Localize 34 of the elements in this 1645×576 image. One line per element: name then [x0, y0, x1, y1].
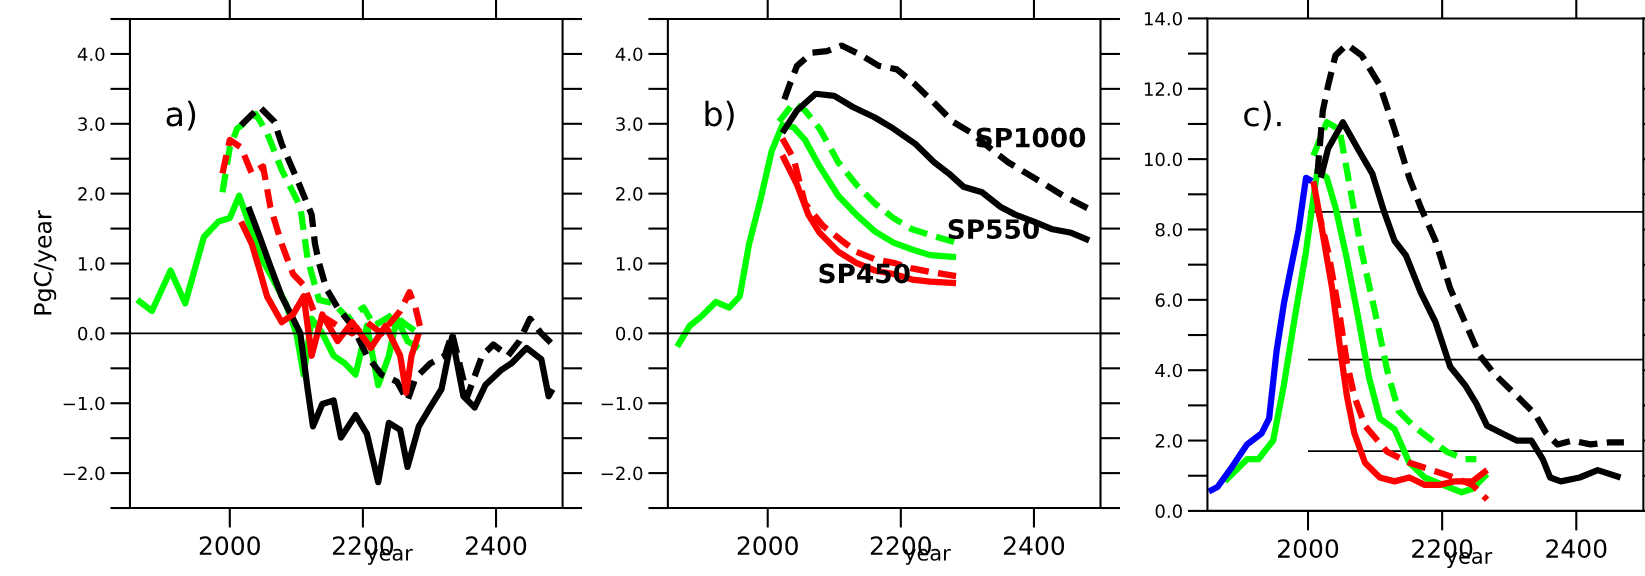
- y-tick-label: 2.0: [78, 187, 105, 201]
- y-tick-label: 3.0: [616, 117, 643, 131]
- x-tick-label: 2000: [199, 536, 260, 556]
- y-tick-label: 1.0: [616, 256, 643, 271]
- y-tick-label: 14.0: [1144, 11, 1182, 26]
- y-tick-label: 4.0: [1155, 363, 1182, 378]
- y-tick-label: 4.0: [77, 47, 105, 62]
- annotation: a): [166, 100, 196, 131]
- y-tick-label: 10.0: [1144, 152, 1182, 167]
- y-tick-label: 0.0: [616, 326, 643, 341]
- y-axis-title: PgC/year: [33, 210, 57, 315]
- y-tick-label: 8.0: [1155, 222, 1182, 237]
- x-tick-label: 2400: [466, 536, 527, 556]
- y-tick-label: 2.0: [1155, 434, 1182, 448]
- y-tick-label: −2.0: [601, 466, 643, 481]
- y-tick-label: 3.0: [78, 117, 105, 131]
- y-tick-label: −1.0: [601, 396, 643, 411]
- x-tick-label: 2000: [1278, 539, 1339, 559]
- annotation: b): [705, 100, 734, 131]
- x-tick-label: 2400: [1003, 536, 1065, 556]
- annotation: SP550: [948, 219, 1039, 240]
- annotation: c).: [1244, 100, 1281, 131]
- y-tick-label: 2.0: [616, 187, 643, 201]
- x-tick-label: 2000: [737, 536, 798, 556]
- y-tick-label: 4.0: [615, 47, 643, 62]
- y-tick-label: 1.0: [78, 256, 105, 271]
- y-tick-label: 6.0: [1155, 293, 1182, 307]
- y-tick-label: 0.0: [78, 326, 105, 341]
- y-tick-label: −2.0: [63, 466, 105, 481]
- x-tick-label: 2400: [1546, 539, 1607, 559]
- y-tick-label: 12.0: [1144, 82, 1182, 96]
- y-tick-label: 0.0: [1155, 504, 1182, 519]
- y-tick-label: −1.0: [63, 396, 105, 411]
- annotation: SP1000: [976, 127, 1086, 148]
